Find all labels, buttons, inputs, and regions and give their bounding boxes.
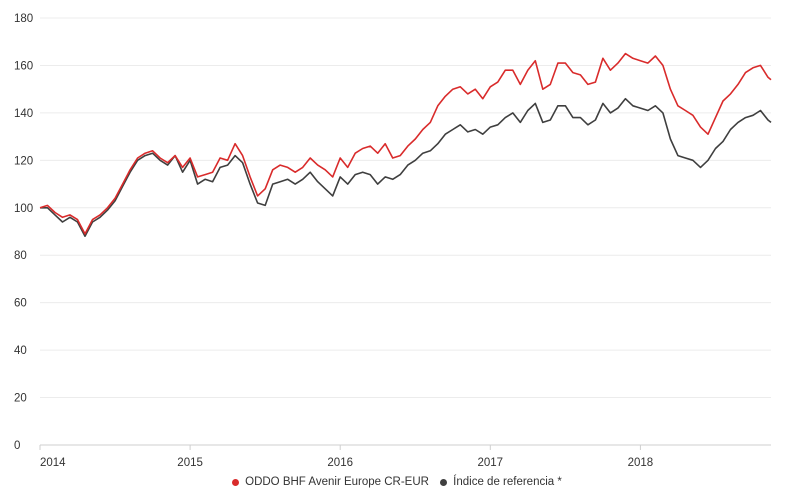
gridlines: [40, 17, 771, 446]
series-line-fund[interactable]: [39, 52, 772, 235]
y-tick-label: 20: [14, 393, 27, 405]
x-tick-label: 2014: [40, 457, 66, 469]
y-tick-label: 80: [14, 250, 27, 262]
y-tick-label: 0: [14, 440, 20, 452]
legend-label-fund: ODDO BHF Avenir Europe CR-EUR: [245, 476, 429, 488]
x-tick-label: 2018: [628, 457, 654, 469]
y-axis-ticks: 0 20 40 60 80 100 120 140 160 180: [14, 13, 33, 452]
y-tick-label: 40: [14, 345, 27, 357]
y-tick-label: 140: [14, 108, 33, 120]
legend-dot-benchmark: [440, 478, 448, 486]
x-axis-ticks: 2014 2015 2016 2017 2018: [39, 445, 654, 469]
y-tick-label: 60: [14, 298, 27, 310]
y-tick-label: 100: [14, 203, 33, 215]
x-tick-label: 2016: [327, 457, 353, 469]
legend-dot-fund: [232, 478, 240, 486]
series-line-benchmark[interactable]: [40, 97, 772, 237]
legend: ODDO BHF Avenir Europe CR-EUR Índice de …: [0, 476, 794, 489]
series-lines: [39, 52, 772, 237]
x-tick-label: 2015: [177, 457, 203, 469]
x-tick-label: 2017: [478, 457, 504, 469]
legend-item-benchmark[interactable]: Índice de referencia *: [440, 476, 562, 488]
y-tick-label: 120: [14, 155, 33, 167]
legend-label-benchmark: Índice de referencia *: [453, 476, 562, 488]
legend-item-fund[interactable]: ODDO BHF Avenir Europe CR-EUR: [232, 476, 429, 488]
y-tick-label: 160: [14, 60, 33, 72]
y-tick-label: 180: [14, 13, 33, 25]
